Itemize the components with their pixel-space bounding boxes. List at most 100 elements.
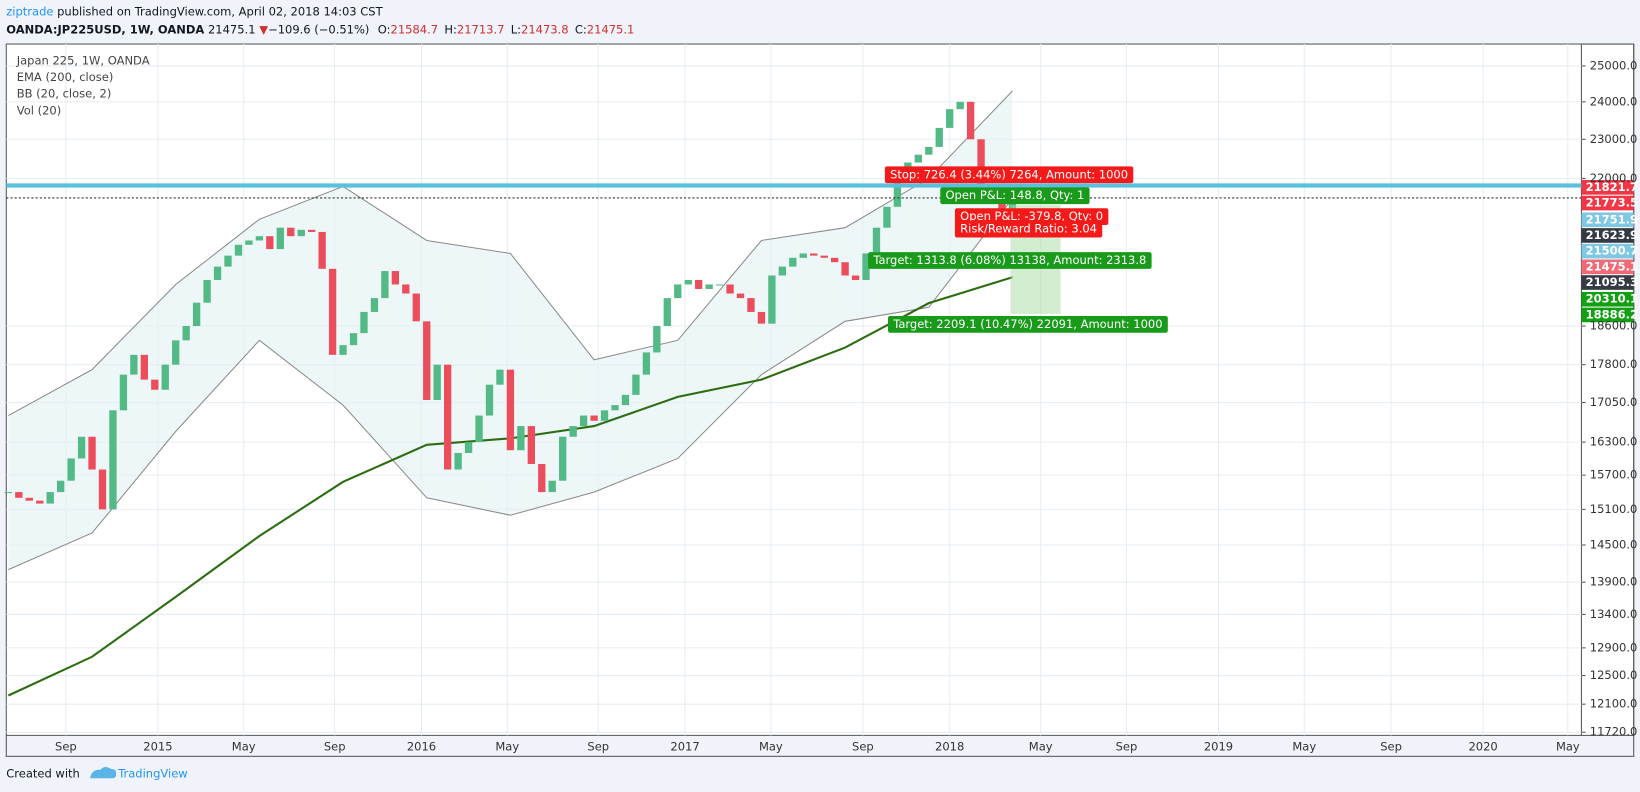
candle xyxy=(412,293,420,322)
y-tick-label: 17800.0 xyxy=(1590,357,1638,371)
candle xyxy=(538,463,546,493)
frame xyxy=(5,43,1635,757)
candle xyxy=(276,227,284,250)
y-tick-label: 25000.0 xyxy=(1590,58,1638,72)
candle xyxy=(454,452,462,470)
price-axis xyxy=(1580,43,1635,736)
candle xyxy=(88,436,96,470)
annotation: Risk/Reward Ratio: 3.04 xyxy=(960,222,1097,236)
price-label: 21773.5 xyxy=(1586,196,1638,210)
annotation-bg xyxy=(940,187,1090,205)
candle xyxy=(57,480,65,493)
candle xyxy=(140,354,148,380)
y-tick-label: 14500.0 xyxy=(1590,538,1638,552)
x-tick-label: May xyxy=(1029,739,1053,753)
candle xyxy=(328,268,337,355)
candle xyxy=(569,426,577,437)
y-tick-label: 17050.0 xyxy=(1590,395,1638,409)
candle xyxy=(632,374,640,395)
candle xyxy=(203,279,211,303)
candle xyxy=(747,298,755,312)
candle xyxy=(423,321,431,400)
plot-area xyxy=(6,44,1582,736)
x-tick-label: May xyxy=(232,739,256,753)
ohlc-label: C: xyxy=(575,22,587,36)
candle xyxy=(653,326,661,353)
candle xyxy=(172,340,180,365)
candle xyxy=(789,257,797,267)
price-label-bg xyxy=(1581,212,1634,228)
candle xyxy=(946,109,954,128)
candle xyxy=(851,275,860,280)
logo xyxy=(89,767,117,779)
candle xyxy=(548,480,556,493)
ohlc-value: 21475.1 xyxy=(587,22,635,36)
candle xyxy=(391,271,400,285)
candle xyxy=(705,284,713,289)
legend-vol: Vol (20) xyxy=(17,103,61,117)
annotation: Stop: 726.4 (3.44%) 7264, Amount: 1000 xyxy=(890,167,1128,181)
price-label: 21821.7 xyxy=(1586,180,1638,194)
legend-bb: BB (20, close, 2) xyxy=(17,87,112,101)
candle xyxy=(956,101,964,110)
candle xyxy=(98,469,107,510)
price-label-bg xyxy=(1581,180,1634,195)
candle xyxy=(820,255,828,258)
candle xyxy=(757,311,766,324)
bb-fill xyxy=(8,90,1013,570)
candle xyxy=(726,284,734,294)
candle xyxy=(287,227,295,237)
annotation: Open P&L: -379.8, Qty: 0 xyxy=(960,209,1103,223)
candle xyxy=(590,415,598,421)
candle xyxy=(109,410,117,510)
candle xyxy=(517,426,525,451)
candle xyxy=(872,227,881,254)
author[interactable]: ziptrade xyxy=(6,4,53,18)
candle xyxy=(381,271,389,299)
candle xyxy=(736,293,745,299)
ohlc-label: H: xyxy=(444,22,457,36)
last-price: 21475.1 xyxy=(208,22,256,36)
candle xyxy=(579,415,588,427)
price-label: 21500.7 xyxy=(1586,244,1638,258)
price-label: 20310.1 xyxy=(1586,292,1638,306)
annotation: Target: 2209.1 (10.47%) 22091, Amount: 1… xyxy=(892,317,1162,331)
price-label: 18886.2 xyxy=(1586,307,1638,321)
y-tick-label: 12100.0 xyxy=(1590,697,1638,711)
candle xyxy=(4,492,13,494)
price-label-bg xyxy=(1581,275,1634,290)
ohlc-label: O: xyxy=(378,22,391,36)
annotation: Open P&L: 148.8, Qty: 1 xyxy=(946,188,1085,202)
candle xyxy=(966,101,975,140)
candle xyxy=(151,379,159,390)
candle xyxy=(266,236,274,250)
y-tick-label: 22000.0 xyxy=(1590,171,1638,185)
price-label-bg xyxy=(1581,228,1634,243)
candle xyxy=(255,236,264,241)
bb-upper xyxy=(8,90,1013,417)
price-label-bg xyxy=(1581,195,1634,211)
x-tick-label: Sep xyxy=(587,739,609,753)
y-tick-label: 16300.0 xyxy=(1590,435,1638,449)
y-tick-label: 13900.0 xyxy=(1590,575,1638,589)
footer-brand[interactable]: TradingView xyxy=(117,767,187,781)
candle xyxy=(77,436,86,459)
price-label-bg xyxy=(1581,307,1634,323)
arrow: ▼ xyxy=(259,22,268,36)
candle xyxy=(443,364,452,470)
candle xyxy=(893,178,902,207)
candle xyxy=(402,284,410,294)
y-tick-label: 15700.0 xyxy=(1590,468,1638,482)
price-label: 21623.9 xyxy=(1586,228,1638,242)
candle xyxy=(663,298,671,327)
candle xyxy=(318,231,326,269)
candle xyxy=(799,253,807,258)
candle xyxy=(46,492,54,504)
candle xyxy=(360,311,368,334)
x-tick-label: May xyxy=(759,739,783,753)
candle xyxy=(600,410,609,421)
legend-series: Japan 225, 1W, OANDA xyxy=(16,53,150,67)
candle xyxy=(130,354,138,375)
candle xyxy=(36,500,44,504)
